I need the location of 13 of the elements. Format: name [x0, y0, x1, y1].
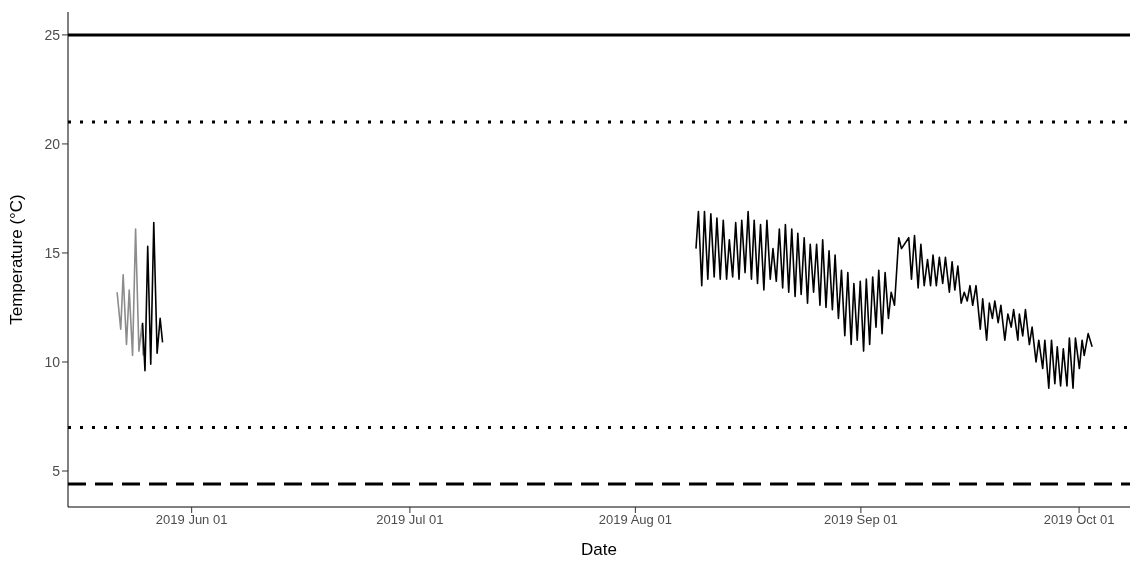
y-tick-label: 25 [44, 26, 61, 43]
x-tick-label: 2019 Oct 01 [1043, 512, 1115, 528]
x-tick-label: 2019 Aug 01 [598, 512, 672, 528]
y-tick-label: 20 [44, 135, 61, 152]
y-tick-label: 5 [52, 462, 61, 479]
y-tick-label: 10 [44, 353, 61, 370]
y-tick-label: 15 [44, 244, 61, 261]
x-tick-label: 2019 Jun 01 [155, 512, 228, 528]
y-axis-title: Temperature (°C) [7, 194, 27, 325]
x-tick-label: 2019 Jul 01 [376, 512, 444, 528]
line-series [116, 228, 144, 357]
x-tick-label: 2019 Sep 01 [824, 512, 898, 528]
x-axis-title: Date [581, 540, 617, 559]
